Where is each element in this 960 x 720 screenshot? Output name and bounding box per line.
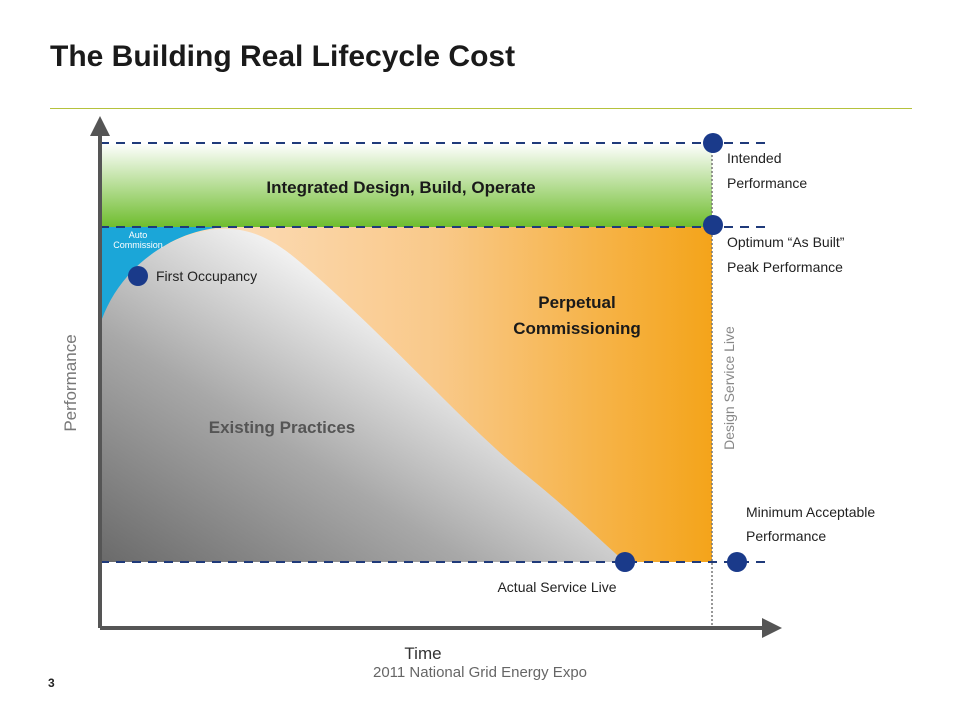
x-axis-label: Time — [404, 644, 441, 663]
optimum-label-line2: Peak Performance — [727, 259, 843, 275]
optimum-label-line1: Optimum “As Built” — [727, 234, 845, 250]
design-service-label: Design Service Live — [721, 326, 737, 450]
existing-practices-region — [100, 228, 625, 562]
minimum-label-line2: Performance — [746, 528, 826, 544]
optimum-marker — [703, 215, 723, 235]
y-axis-label: Performance — [61, 334, 80, 431]
minimum-label-line1: Minimum Acceptable — [746, 504, 875, 520]
actual-service-marker — [615, 552, 635, 572]
page-title: The Building Real Lifecycle Cost — [50, 40, 516, 73]
perpetual-label-line2: Commissioning — [513, 319, 641, 338]
perpetual-label-line1: Perpetual — [538, 293, 615, 312]
actual-service-label: Actual Service Live — [497, 579, 616, 595]
minimum-marker — [727, 552, 747, 572]
existing-label: Existing Practices — [209, 418, 355, 437]
footer-event: 2011 National Grid Energy Expo — [372, 664, 587, 681]
intended-marker — [703, 133, 723, 153]
title-divider — [50, 108, 912, 109]
integrated-band — [100, 143, 712, 227]
integrated-label: Integrated Design, Build, Operate — [266, 178, 535, 197]
first-occupancy-label: First Occupancy — [156, 268, 257, 284]
auto-label-line2: Commission — [113, 240, 163, 250]
intended-label-line1: Intended — [727, 150, 782, 166]
page-number: 3 — [48, 676, 55, 690]
auto-commission-region — [100, 226, 235, 325]
first-occupancy-marker — [128, 266, 148, 286]
intended-label-line2: Performance — [727, 175, 807, 191]
auto-label-line1: Auto — [129, 230, 148, 240]
